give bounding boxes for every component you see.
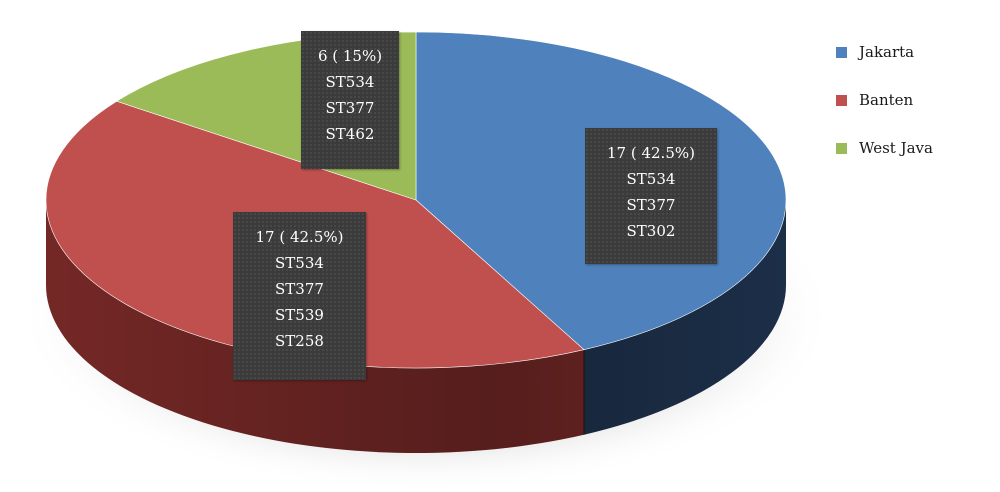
legend-swatch-jakarta xyxy=(836,46,847,58)
legend-label-jakarta: Jakarta xyxy=(859,43,915,61)
legend: Jakarta Banten West Java xyxy=(836,40,933,184)
data-label-line: ST462 xyxy=(325,125,375,143)
data-label-line: ST302 xyxy=(626,222,676,240)
legend-item-west-java: West Java xyxy=(836,136,933,160)
data-label-line: ST377 xyxy=(275,280,324,298)
data-label-line: ST258 xyxy=(275,332,324,350)
legend-swatch-west-java xyxy=(836,142,847,154)
data-label-jakarta: 17 ( 42.5%) ST534 ST377 ST302 xyxy=(585,128,717,264)
data-label-line: ST377 xyxy=(325,99,375,117)
legend-item-jakarta: Jakarta xyxy=(836,40,933,64)
data-label-line: ST539 xyxy=(275,306,324,324)
data-label-line: ST377 xyxy=(626,196,676,214)
legend-item-banten: Banten xyxy=(836,88,933,112)
data-label-line: 17 ( 42.5%) xyxy=(607,144,695,162)
data-label-line: ST534 xyxy=(275,254,324,272)
data-label-line: 6 ( 15%) xyxy=(317,47,383,65)
pie-side-shading xyxy=(46,200,786,453)
data-label-line: ST534 xyxy=(626,170,676,188)
legend-swatch-banten xyxy=(836,94,847,106)
legend-label-west-java: West Java xyxy=(859,139,933,157)
data-label-west-java: 6 ( 15%) ST534 ST377 ST462 xyxy=(301,31,399,169)
data-label-banten: 17 ( 42.5%) ST534 ST377 ST539 ST258 xyxy=(233,212,366,380)
data-label-line: ST534 xyxy=(325,73,375,91)
legend-label-banten: Banten xyxy=(859,91,914,109)
data-label-line: 17 ( 42.5%) xyxy=(255,228,344,246)
